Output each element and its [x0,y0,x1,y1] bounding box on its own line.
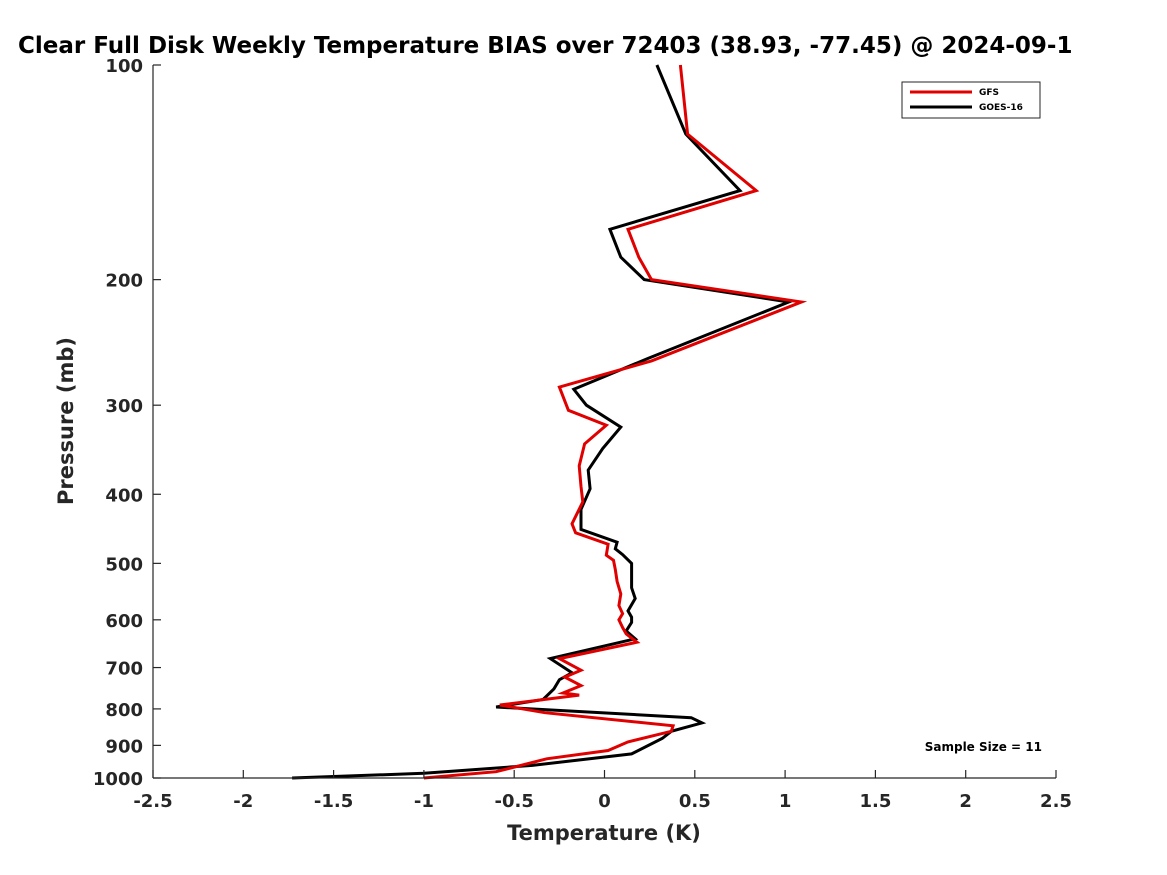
x-tick-label: 0.5 [679,791,711,812]
x-tick-label: -1.5 [314,791,353,812]
legend: GFS GOES-16 [901,81,1041,119]
y-axis-label: Pressure (mb) [54,337,78,505]
x-tick-label: 2 [959,791,972,812]
sample-size-annotation: Sample Size = 11 [925,740,1042,754]
x-tick-label: 1.5 [859,791,891,812]
chart-title: Clear Full Disk Weekly Temperature BIAS … [18,33,1072,59]
x-tick-label: 1 [779,791,792,812]
y-tick-label: 400 [105,485,143,506]
axes-layer: -2.5 -2 -1.5 -1 -0.5 0 0.5 1 1.5 2 2.5 100 200 300 400… [93,56,1072,812]
y-tick-label: 200 [105,271,143,292]
x-tick-label: 2.5 [1040,791,1072,812]
y-tick-label: 300 [105,396,143,417]
x-tick-label: -2.5 [133,791,172,812]
x-tick-label: -2 [233,791,253,812]
legend-label: GFS [979,88,999,98]
x-axis-label: Temperature (K) [507,821,701,845]
x-tick-label: -1 [414,791,434,812]
y-tick-label: 500 [105,554,143,575]
series-line-goes-16 [292,64,795,780]
x-tick-label: -0.5 [495,791,534,812]
series-layer [292,64,808,780]
legend-label: GOES-16 [979,103,1023,113]
y-tick-label: 600 [105,611,143,632]
y-tick-label: 700 [105,659,143,680]
series-line-gfs [423,64,808,780]
y-tick-label: 800 [105,700,143,721]
y-tick-label: 100 [105,56,143,77]
legend-box [901,81,1041,119]
y-tick-label: 1000 [93,769,143,790]
y-tick-label: 900 [105,736,143,757]
x-tick-label: 0 [598,791,611,812]
